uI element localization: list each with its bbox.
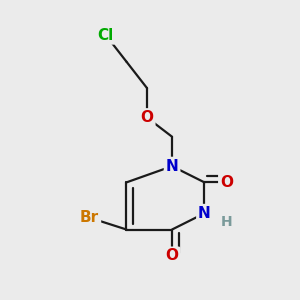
- Text: H: H: [221, 215, 232, 229]
- Text: N: N: [166, 159, 178, 174]
- Text: N: N: [198, 206, 211, 221]
- Text: Br: Br: [80, 210, 99, 225]
- Text: O: O: [166, 248, 178, 263]
- Text: Cl: Cl: [98, 28, 114, 43]
- Text: O: O: [141, 110, 154, 125]
- Text: O: O: [220, 175, 233, 190]
